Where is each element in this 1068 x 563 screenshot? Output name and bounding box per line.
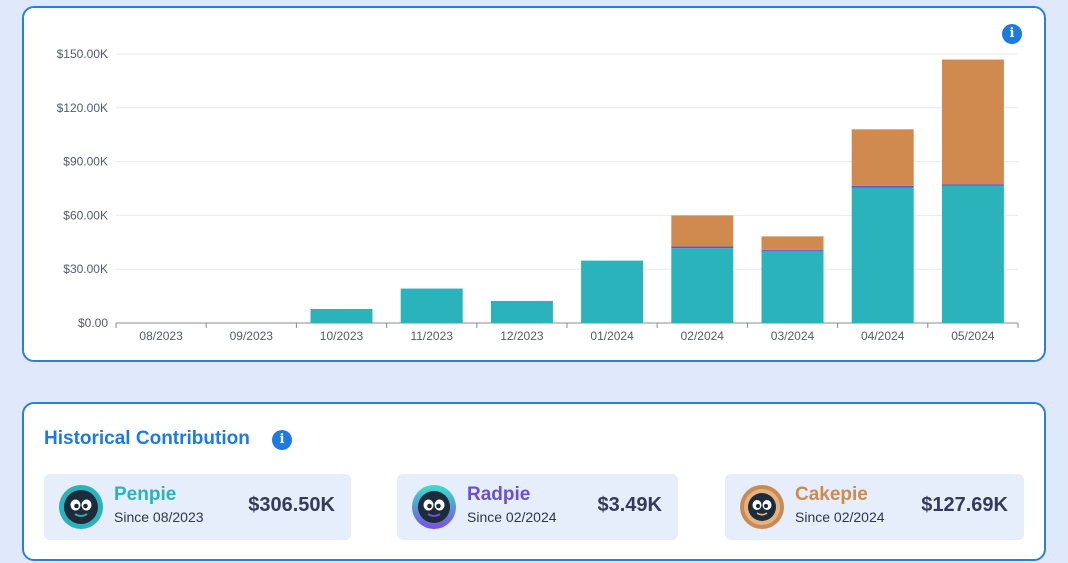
- protocol-card-radpie: Radpie Since 02/2024 $3.49K: [397, 474, 678, 540]
- bar-penpie-11-2023: [400, 288, 463, 323]
- bar-penpie-03-2024: [761, 250, 824, 323]
- protocol-name: Penpie: [114, 484, 177, 505]
- bar-cakepie-03-2024: [761, 236, 824, 250]
- bar-radpie-05-2024: [941, 184, 1004, 186]
- bar-penpie-01-2024: [581, 260, 644, 323]
- radpie-logo: [412, 485, 456, 529]
- protocol-card-penpie: Penpie Since 08/2023 $306.50K: [44, 474, 351, 540]
- protocol-since: Since 02/2024: [795, 509, 885, 525]
- bar-radpie-04-2024: [851, 185, 914, 188]
- protocol-name: Radpie: [467, 484, 531, 505]
- bar-penpie-12-2023: [490, 300, 553, 323]
- bar-penpie-02-2024: [671, 248, 734, 323]
- cakepie-logo: [740, 485, 784, 529]
- y-tick-label: $30.00K: [63, 262, 108, 276]
- penpie-logo: [59, 485, 103, 529]
- info-icon[interactable]: i: [1002, 24, 1022, 44]
- x-tick-label: 12/2023: [500, 329, 544, 343]
- y-tick-label: $120.00K: [57, 101, 108, 115]
- x-tick-label: 03/2024: [771, 329, 815, 343]
- protocol-value: $306.50K: [248, 494, 335, 516]
- protocol-name: Cakepie: [795, 484, 868, 505]
- contribution-title: Historical Contribution: [44, 428, 250, 449]
- y-tick-label: $0.00: [78, 316, 108, 330]
- y-tick-label: $60.00K: [63, 208, 108, 222]
- protocol-value: $3.49K: [597, 494, 663, 516]
- x-tick-label: 02/2024: [681, 329, 725, 343]
- bar-cakepie-04-2024: [851, 129, 914, 186]
- x-tick-label: 09/2023: [230, 329, 274, 343]
- y-tick-label: $90.00K: [63, 155, 108, 169]
- protocol-value: $127.69K: [921, 494, 1008, 516]
- x-tick-label: 11/2023: [410, 329, 453, 343]
- bar-cakepie-02-2024: [671, 215, 734, 247]
- stacked-bar-chart: $0.00 $30.00K $60.00K $90.00K $120.00K $150.0…: [57, 47, 1019, 343]
- x-tick-label: 05/2024: [951, 329, 995, 343]
- chart-card: $0.00 $30.00K $60.00K $90.00K $120.00K $150.0…: [22, 6, 1046, 362]
- protocol-since: Since 02/2024: [467, 509, 557, 525]
- bar-radpie-03-2024: [761, 249, 824, 251]
- bar-penpie-10-2023: [310, 309, 373, 323]
- bar-penpie-05-2024: [941, 185, 1004, 323]
- y-tick-label: $150.00K: [57, 47, 108, 61]
- bar-radpie-02-2024: [671, 246, 734, 249]
- bar-cakepie-05-2024: [941, 59, 1004, 185]
- x-tick-label: 10/2023: [320, 329, 364, 343]
- info-icon[interactable]: i: [272, 430, 292, 450]
- protocol-card-cakepie: Cakepie Since 02/2024 $127.69K: [725, 474, 1024, 540]
- x-tick-label: 08/2023: [139, 329, 183, 343]
- x-tick-label: 01/2024: [590, 329, 634, 343]
- bar-penpie-04-2024: [851, 187, 914, 323]
- x-tick-label: 04/2024: [861, 329, 905, 343]
- historical-contribution-card: Historical Contribution i Penpie Since 0…: [22, 402, 1046, 561]
- protocol-since: Since 08/2023: [114, 509, 204, 525]
